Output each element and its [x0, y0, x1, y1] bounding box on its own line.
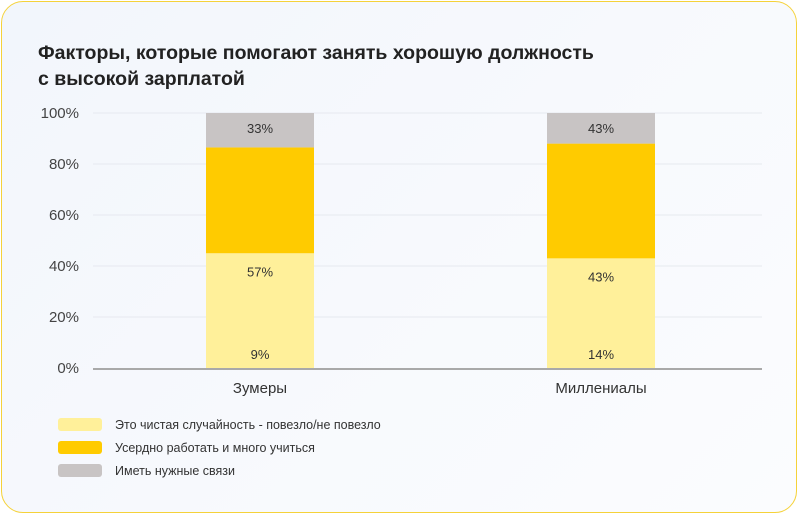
bar-segment	[547, 258, 655, 368]
legend-swatch	[58, 464, 102, 477]
bar-segment	[547, 113, 655, 144]
y-tick-label: 60%	[49, 207, 79, 224]
x-category-label: Зумеры	[233, 380, 287, 397]
y-tick-label: 20%	[49, 309, 79, 326]
bar-segment	[206, 113, 314, 148]
chart-title-line-1: Факторы, которые помогают занять хорошую…	[38, 42, 594, 64]
data-label: 57%	[247, 264, 273, 279]
bar-segment	[547, 143, 655, 259]
y-tick-label: 40%	[49, 258, 79, 275]
legend-label: Усердно работать и много учиться	[115, 440, 315, 455]
y-tick-label: 100%	[41, 105, 79, 122]
bar-segment	[206, 147, 314, 254]
legend-label: Это чистая случайность - повезло/не пове…	[115, 417, 381, 432]
data-label: 33%	[247, 121, 273, 136]
data-label: 43%	[588, 269, 614, 284]
chart-title-line-2: с высокой зарплатой	[38, 68, 245, 90]
data-label: 9%	[251, 347, 270, 362]
gridlines	[93, 112, 762, 318]
bars	[206, 113, 655, 368]
legend-swatch	[58, 418, 102, 431]
bar-segment	[206, 253, 314, 368]
y-axis-ticks: 0% 20% 40% 60% 80% 100%	[41, 105, 79, 377]
data-label: 43%	[588, 121, 614, 136]
y-tick-label: 80%	[49, 156, 79, 173]
legend-item: Это чистая случайность - повезло/не пове…	[58, 413, 381, 436]
legend-item: Иметь нужные связи	[58, 459, 381, 482]
x-axis-categories: Зумеры Миллениалы	[233, 380, 647, 397]
y-tick-label: 0%	[57, 360, 79, 377]
chart-title: Факторы, которые помогают занять хорошую…	[38, 40, 738, 92]
data-labels: 9% 57% 33% 14% 43% 43%	[247, 121, 614, 362]
legend: Это чистая случайность - повезло/не пове…	[58, 413, 381, 482]
x-category-label: Миллениалы	[555, 380, 646, 397]
legend-item: Усердно работать и много учиться	[58, 436, 381, 459]
legend-label: Иметь нужные связи	[115, 463, 236, 478]
legend-swatch	[58, 441, 102, 454]
data-label: 14%	[588, 347, 614, 362]
